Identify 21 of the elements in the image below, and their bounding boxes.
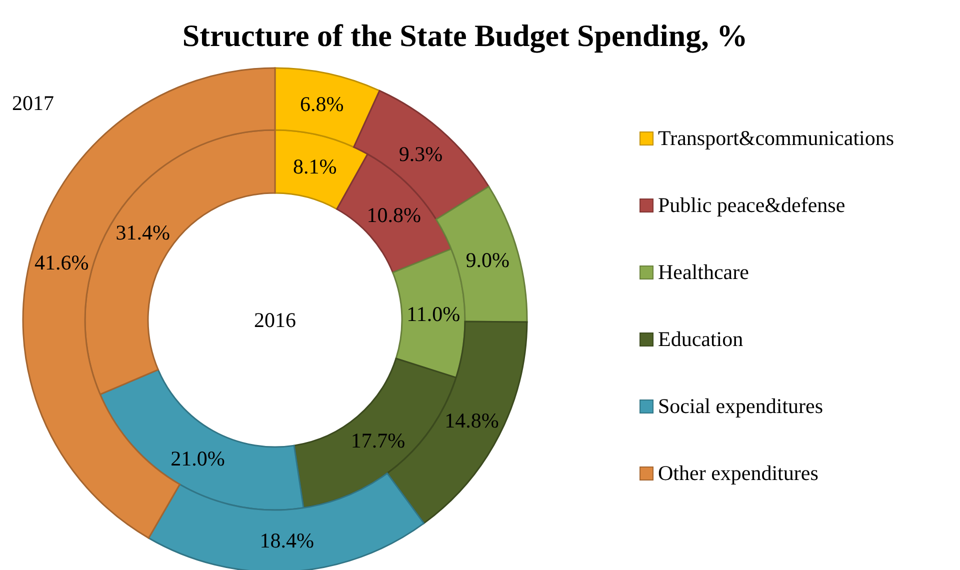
- data-label: 21.0%: [170, 446, 225, 470]
- legend-label: Public peace&defense: [658, 193, 846, 217]
- data-label: 18.4%: [260, 528, 314, 553]
- chart-title: Structure of the State Budget Spending, %: [182, 18, 748, 53]
- data-label: 9.0%: [466, 248, 510, 272]
- slice-label: 2016: [254, 308, 296, 332]
- legend-label: Transport&communications: [658, 126, 894, 150]
- data-label: 11.0%: [406, 302, 460, 326]
- data-label: 6.8%: [300, 92, 344, 116]
- data-label: 10.8%: [366, 203, 422, 228]
- data-label: 17.7%: [350, 428, 406, 453]
- legend-label: Education: [658, 327, 744, 351]
- data-label: 31.4%: [116, 220, 170, 245]
- data-label: 9.3%: [398, 142, 443, 166]
- legend-label: Healthcare: [658, 260, 749, 284]
- data-label: 8.1%: [293, 154, 337, 179]
- data-label: 14.8%: [444, 408, 499, 433]
- legend-label: Other expenditures: [658, 461, 818, 485]
- data-label: 41.6%: [34, 250, 89, 275]
- slice-label: 2017: [12, 91, 54, 115]
- legend-label: Social expenditures: [658, 394, 824, 418]
